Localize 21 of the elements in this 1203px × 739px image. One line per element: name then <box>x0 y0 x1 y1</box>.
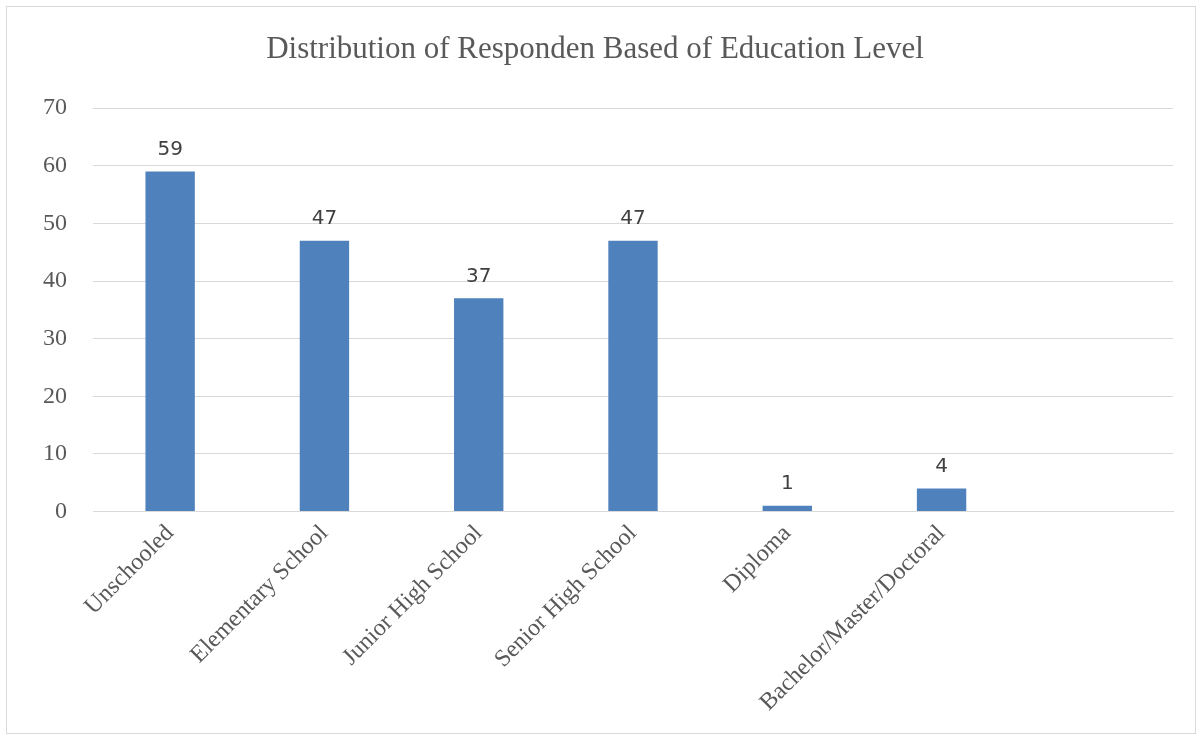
data-label: 4 <box>935 452 948 477</box>
y-tick-label: 70 <box>43 93 67 120</box>
chart-title: Distribution of Responden Based of Education Level <box>266 29 924 65</box>
y-tick-label: 40 <box>43 266 67 293</box>
bar <box>608 240 658 511</box>
bar <box>299 240 350 511</box>
y-tick-label: 30 <box>43 323 67 350</box>
y-tick-label: 20 <box>43 381 67 408</box>
bar <box>454 298 504 511</box>
y-tick-label: 0 <box>55 496 67 523</box>
y-tick-label: 10 <box>43 439 67 466</box>
data-label: 59 <box>157 135 183 160</box>
y-tick-label: 60 <box>43 151 67 178</box>
bar <box>145 171 195 511</box>
data-label: 47 <box>620 204 646 229</box>
data-label: 47 <box>311 204 338 229</box>
y-tick-label: 50 <box>43 208 67 235</box>
bar <box>916 488 967 511</box>
data-label: 37 <box>465 262 492 287</box>
data-label: 1 <box>780 469 794 494</box>
bar <box>762 505 812 511</box>
